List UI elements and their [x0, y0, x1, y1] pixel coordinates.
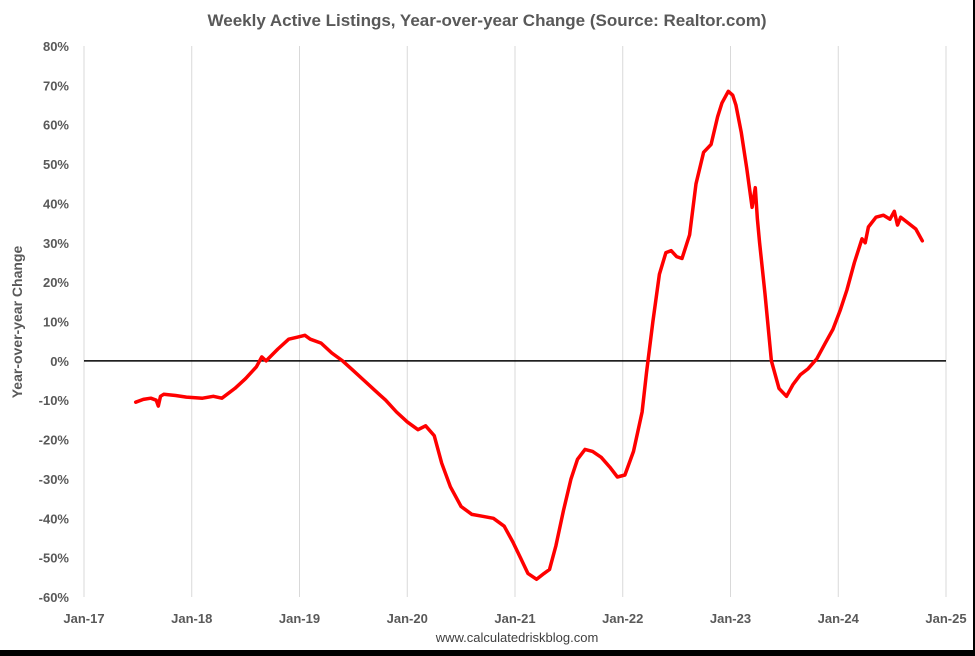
- y-tick-label: -50%: [39, 551, 70, 566]
- series-line: [133, 89, 925, 582]
- x-tick-label: Jan-22: [602, 611, 643, 626]
- y-tick-label: -40%: [39, 511, 70, 526]
- y-tick-label: 20%: [43, 275, 69, 290]
- y-tick-label: -60%: [39, 590, 70, 605]
- x-tick-label: Jan-20: [387, 611, 428, 626]
- y-tick-label: 50%: [43, 157, 69, 172]
- y-tick-label: 40%: [43, 196, 69, 211]
- y-tick-label: -30%: [39, 472, 70, 487]
- series-layer: [133, 89, 925, 582]
- y-tick-label: -20%: [39, 433, 70, 448]
- source-note: www.calculatedriskblog.com: [435, 630, 599, 645]
- y-tick-label: 70%: [43, 78, 69, 93]
- chart-title: Weekly Active Listings, Year-over-year C…: [208, 11, 767, 30]
- y-axis-label: Year-over-year Change: [9, 246, 25, 399]
- y-tick-label: 0%: [50, 354, 69, 369]
- gridlines: [83, 46, 947, 597]
- x-tick-label: Jan-25: [925, 611, 966, 626]
- x-tick-label: Jan-23: [710, 611, 751, 626]
- x-tick-label: Jan-17: [63, 611, 104, 626]
- y-tick-label: -10%: [39, 393, 70, 408]
- x-tick-label: Jan-24: [818, 611, 860, 626]
- x-tick-label: Jan-21: [494, 611, 535, 626]
- y-tick-label: 30%: [43, 236, 69, 251]
- y-tick-label: 60%: [43, 118, 69, 133]
- x-tick-label: Jan-18: [171, 611, 212, 626]
- y-tick-label: 80%: [43, 39, 69, 54]
- y-tick-label: 10%: [43, 315, 69, 330]
- axes: Jan-17 Jan-18 Jan-19 Jan-20 Jan-21 Jan-22 Jan-…: [39, 39, 967, 626]
- x-tick-label: Jan-19: [279, 611, 320, 626]
